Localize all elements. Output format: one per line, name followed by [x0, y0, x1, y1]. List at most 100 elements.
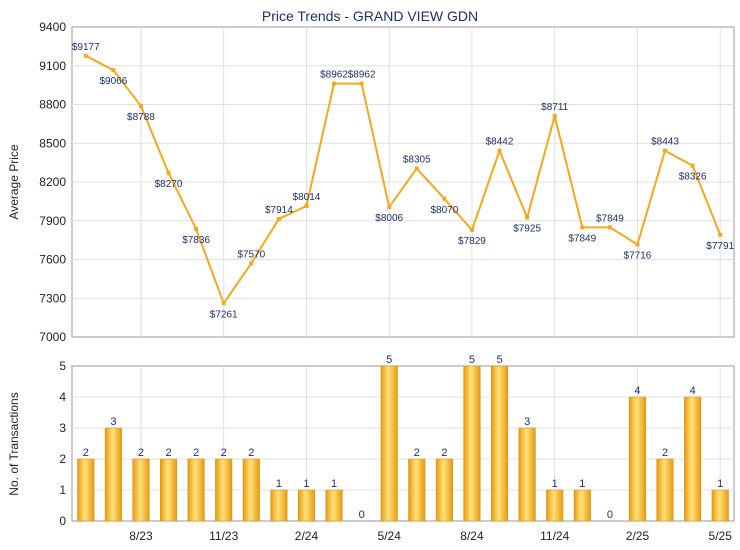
price-tick-label: 9100	[39, 59, 66, 73]
transactions-bar	[463, 365, 481, 522]
price-point	[718, 232, 723, 237]
price-tick-label: 9400	[39, 20, 66, 34]
transactions-data-label: 1	[331, 478, 337, 490]
price-axis-label: Average Price	[7, 144, 21, 219]
price-point	[607, 225, 612, 230]
x-tick-label: 11/24	[540, 529, 569, 543]
price-data-label: $7836	[182, 235, 210, 246]
transactions-bar	[297, 489, 315, 522]
price-data-label: $8711	[541, 102, 569, 113]
price-tick-label: 7600	[39, 253, 66, 267]
transactions-data-label: 3	[524, 416, 530, 428]
transactions-bar	[325, 489, 343, 522]
price-data-label: $8962	[320, 70, 348, 81]
transactions-data-label: 5	[469, 354, 475, 366]
price-tick-label: 8200	[39, 175, 66, 189]
transactions-bar	[656, 458, 674, 522]
transactions-panel: 0 1 2 3 4 5 8/23 11/23 2/24 5/24 8/24 11/24 2/25 5/25…	[59, 354, 735, 543]
transactions-bar	[711, 489, 729, 522]
transactions-data-label: 1	[552, 478, 558, 490]
price-data-label: $8270	[155, 179, 183, 190]
price-data-label: $9066	[99, 76, 127, 87]
transactions-data-label: 2	[662, 447, 668, 459]
transactions-data-label: 2	[441, 447, 447, 459]
price-panel: 7000 7300 7600 7900 8200 8500 8800 9100 9400 $917…	[39, 20, 734, 344]
transactions-data-label: 0	[607, 509, 613, 521]
x-tick-label: 2/25	[626, 529, 650, 543]
transactions-bar	[408, 458, 426, 522]
x-tick-label: 8/23	[129, 529, 153, 543]
transactions-data-label: 5	[496, 354, 502, 366]
chart-title: Price Trends - GRAND VIEW GDN	[262, 8, 478, 24]
transactions-data-label: 2	[221, 447, 227, 459]
price-point	[359, 81, 364, 86]
transactions-tick-label: 3	[59, 421, 66, 435]
price-point	[304, 204, 309, 209]
transactions-data-label: 2	[165, 447, 171, 459]
transactions-bar	[160, 458, 178, 522]
price-point	[414, 166, 419, 171]
price-point	[111, 68, 116, 73]
x-tick-label: 2/24	[295, 529, 319, 543]
x-tick-label: 8/24	[460, 529, 484, 543]
price-point	[497, 148, 502, 153]
price-data-label: $9177	[72, 42, 100, 53]
price-point	[635, 242, 640, 247]
price-point	[221, 301, 226, 306]
transactions-data-label: 4	[634, 385, 640, 397]
price-point	[249, 261, 254, 266]
price-point	[442, 196, 447, 201]
transactions-data-label: 2	[83, 447, 89, 459]
price-data-label: $7914	[265, 205, 293, 216]
price-data-label: $8443	[651, 137, 679, 148]
price-point	[580, 225, 585, 230]
transactions-bar	[132, 458, 150, 522]
transactions-bar	[684, 396, 702, 522]
price-point	[552, 113, 557, 118]
price-point	[387, 205, 392, 210]
transactions-data-label: 2	[248, 447, 254, 459]
transactions-bar	[573, 489, 591, 522]
transactions-tick-label: 0	[59, 514, 66, 528]
price-data-label: $7849	[568, 233, 596, 244]
transactions-bar	[242, 458, 260, 522]
price-data-label: $7791	[706, 241, 734, 252]
price-data-label: $8788	[127, 112, 155, 123]
transactions-bar	[518, 427, 536, 522]
transactions-bar	[435, 458, 453, 522]
transactions-data-label: 1	[303, 478, 309, 490]
transactions-data-label: 1	[579, 478, 585, 490]
price-point	[83, 53, 88, 58]
price-data-label: $8305	[403, 154, 431, 165]
transactions-data-label: 4	[690, 385, 696, 397]
price-point	[138, 104, 143, 109]
transactions-data-label: 2	[138, 447, 144, 459]
price-point	[332, 81, 337, 86]
transactions-bar	[546, 489, 564, 522]
transactions-tick-label: 4	[59, 390, 66, 404]
price-data-label: $7829	[458, 236, 486, 247]
price-point	[690, 163, 695, 168]
price-data-label: $8326	[679, 172, 707, 183]
transactions-axis-label: No. of Transactions	[7, 392, 21, 495]
price-data-label: $8014	[293, 192, 321, 203]
x-tick-label: 5/24	[378, 529, 402, 543]
price-data-label: $7925	[513, 224, 541, 235]
price-data-label: $8006	[375, 213, 403, 224]
transactions-bar	[104, 427, 122, 522]
transactions-bar	[215, 458, 233, 522]
transactions-data-label: 1	[717, 478, 723, 490]
transactions-tick-label: 1	[59, 483, 66, 497]
price-data-label: $7570	[237, 249, 265, 260]
transactions-bar	[628, 396, 646, 522]
transactions-data-label: 2	[414, 447, 420, 459]
price-data-label: $7849	[596, 213, 624, 224]
price-tick-label: 7900	[39, 214, 66, 228]
transactions-data-label: 5	[386, 354, 392, 366]
price-data-label: $7716	[624, 251, 652, 262]
price-point	[663, 148, 668, 153]
transactions-tick-label: 5	[59, 359, 66, 373]
transactions-plot-area	[71, 365, 735, 522]
transactions-data-label: 0	[359, 509, 365, 521]
